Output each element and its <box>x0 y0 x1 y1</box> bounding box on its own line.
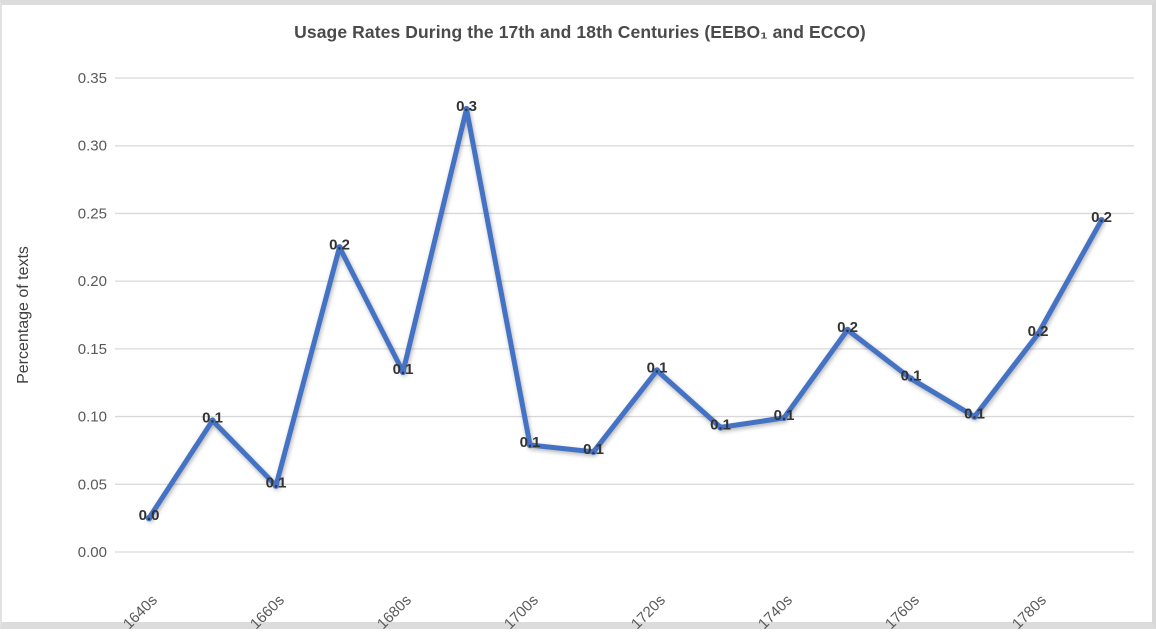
data-point-label: 0.1 <box>964 406 985 423</box>
y-axis-tick-label: 0.10 <box>78 409 107 426</box>
data-point-label: 0.1 <box>266 475 287 492</box>
x-axis-tick-label: 1780s <box>1009 592 1050 633</box>
x-axis-tick-label: 1720s <box>628 592 669 633</box>
data-point-label: 0.1 <box>901 368 922 385</box>
data-point-label: 0.2 <box>329 236 350 253</box>
y-axis-tick-label: 0.30 <box>78 138 107 155</box>
data-point-label: 0.2 <box>837 319 858 336</box>
data-point-label: 0.2 <box>1091 209 1112 226</box>
y-axis-tick-label: 0.00 <box>78 544 107 561</box>
x-axis-tick-label: 1680s <box>374 592 415 633</box>
y-axis-tick-label: 0.35 <box>78 70 107 87</box>
x-axis-tick-label: 1700s <box>501 592 542 633</box>
y-axis-tick-label: 0.05 <box>78 476 107 493</box>
data-point-label: 0.0 <box>139 507 160 524</box>
line-chart: 0.00 0.05 0.10 0.15 0.20 0.25 0.30 0.35 1640s 166… <box>2 5 1156 634</box>
y-axis-tick-label: 0.20 <box>78 273 107 290</box>
data-point-label: 0.1 <box>583 441 604 458</box>
data-point-label: 0.1 <box>202 410 223 427</box>
y-axis-tick-label: 0.25 <box>78 205 107 222</box>
series-line <box>149 109 1102 518</box>
data-point-label: 0.1 <box>710 416 731 433</box>
x-axis-tick-label: 1760s <box>882 592 923 633</box>
y-axis-tick-label: 0.15 <box>78 341 107 358</box>
x-axis-tick-label: 1660s <box>247 592 288 633</box>
data-point-label: 0.2 <box>1028 323 1049 340</box>
data-point-label: 0.1 <box>647 360 668 377</box>
data-point-label: 0.3 <box>456 98 477 115</box>
data-point-label: 0.1 <box>774 407 795 424</box>
data-point-label: 0.1 <box>520 434 541 451</box>
x-axis-tick-label: 1640s <box>120 592 161 633</box>
data-point-label: 0.1 <box>393 361 414 378</box>
x-axis-tick-label: 1740s <box>755 592 796 633</box>
